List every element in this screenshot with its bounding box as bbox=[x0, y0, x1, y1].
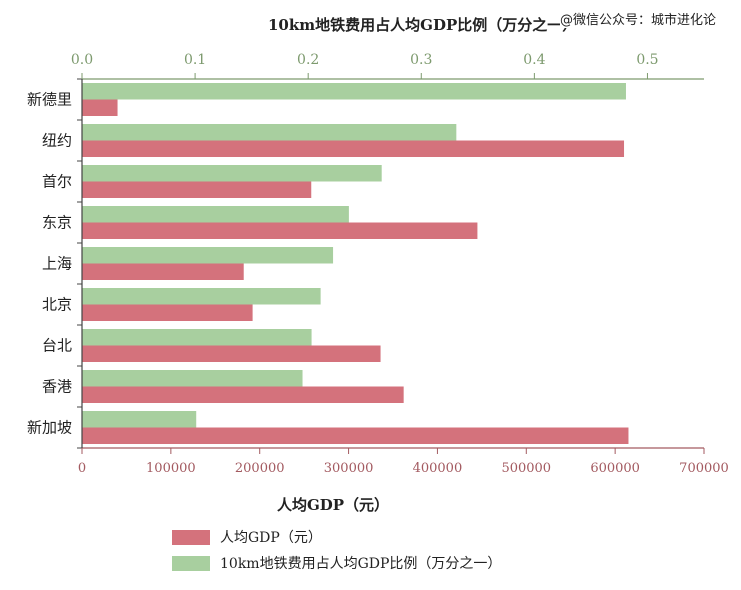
bar-ratio-0 bbox=[82, 83, 626, 100]
bottom-tick-label-2: 200000 bbox=[235, 461, 285, 476]
category-label-5: 北京 bbox=[42, 296, 72, 314]
bar-gdp-2 bbox=[82, 181, 312, 198]
legend-label-gdp: 人均GDP（元） bbox=[220, 530, 322, 546]
legend-item-gdp: 人均GDP（元） bbox=[172, 526, 501, 548]
top-tick-label-3: 0.3 bbox=[410, 52, 432, 68]
bottom-tick-label-1: 100000 bbox=[146, 461, 196, 476]
bar-gdp-8 bbox=[82, 427, 629, 444]
bar-gdp-5 bbox=[82, 304, 253, 321]
bottom-tick-label-7: 700000 bbox=[679, 461, 729, 476]
top-tick-label-0: 0.0 bbox=[71, 52, 93, 68]
legend-label-ratio: 10km地铁费用占人均GDP比例（万分之一） bbox=[220, 556, 502, 572]
top-tick-label-4: 0.4 bbox=[523, 52, 545, 68]
bottom-tick-label-3: 300000 bbox=[324, 461, 374, 476]
top-tick-label-2: 0.2 bbox=[297, 52, 319, 68]
bar-ratio-2 bbox=[82, 165, 382, 182]
bar-ratio-4 bbox=[82, 247, 334, 264]
category-label-1: 纽约 bbox=[42, 132, 72, 150]
top-axis-title: 10km地铁费用占人均GDP比例（万分之一） bbox=[268, 16, 577, 34]
bottom-tick-label-4: 400000 bbox=[413, 461, 463, 476]
category-label-7: 香港 bbox=[42, 378, 72, 396]
top-tick-label-1: 0.1 bbox=[184, 52, 206, 68]
category-label-6: 台北 bbox=[42, 337, 72, 355]
bar-gdp-0 bbox=[82, 99, 118, 116]
bar-ratio-3 bbox=[82, 206, 349, 223]
bar-ratio-1 bbox=[82, 124, 457, 141]
bar-ratio-7 bbox=[82, 370, 303, 387]
legend-swatch-ratio bbox=[172, 555, 210, 571]
legend-swatch-gdp bbox=[172, 529, 210, 545]
watermark: @微信公众号：城市进化论 bbox=[560, 9, 717, 28]
bar-ratio-5 bbox=[82, 288, 321, 305]
bottom-tick-label-0: 0 bbox=[78, 461, 86, 476]
bar-ratio-6 bbox=[82, 329, 312, 346]
legend-item-ratio: 10km地铁费用占人均GDP比例（万分之一） bbox=[172, 552, 501, 574]
legend: 人均GDP（元） 10km地铁费用占人均GDP比例（万分之一） bbox=[172, 526, 501, 578]
bar-gdp-7 bbox=[82, 386, 404, 403]
bottom-axis-title: 人均GDP（元） bbox=[277, 496, 389, 514]
bar-gdp-1 bbox=[82, 140, 625, 157]
bottom-tick-label-5: 500000 bbox=[501, 461, 551, 476]
category-label-8: 新加坡 bbox=[27, 419, 72, 437]
bar-gdp-6 bbox=[82, 345, 381, 362]
category-label-3: 东京 bbox=[42, 214, 72, 232]
category-label-4: 上海 bbox=[42, 255, 72, 273]
category-label-0: 新德里 bbox=[27, 91, 72, 109]
bar-ratio-8 bbox=[82, 411, 197, 428]
top-tick-label-5: 0.5 bbox=[636, 52, 658, 68]
category-label-2: 首尔 bbox=[42, 173, 72, 191]
bar-gdp-3 bbox=[82, 222, 478, 239]
bar-gdp-4 bbox=[82, 263, 244, 280]
bottom-tick-label-6: 600000 bbox=[590, 461, 640, 476]
